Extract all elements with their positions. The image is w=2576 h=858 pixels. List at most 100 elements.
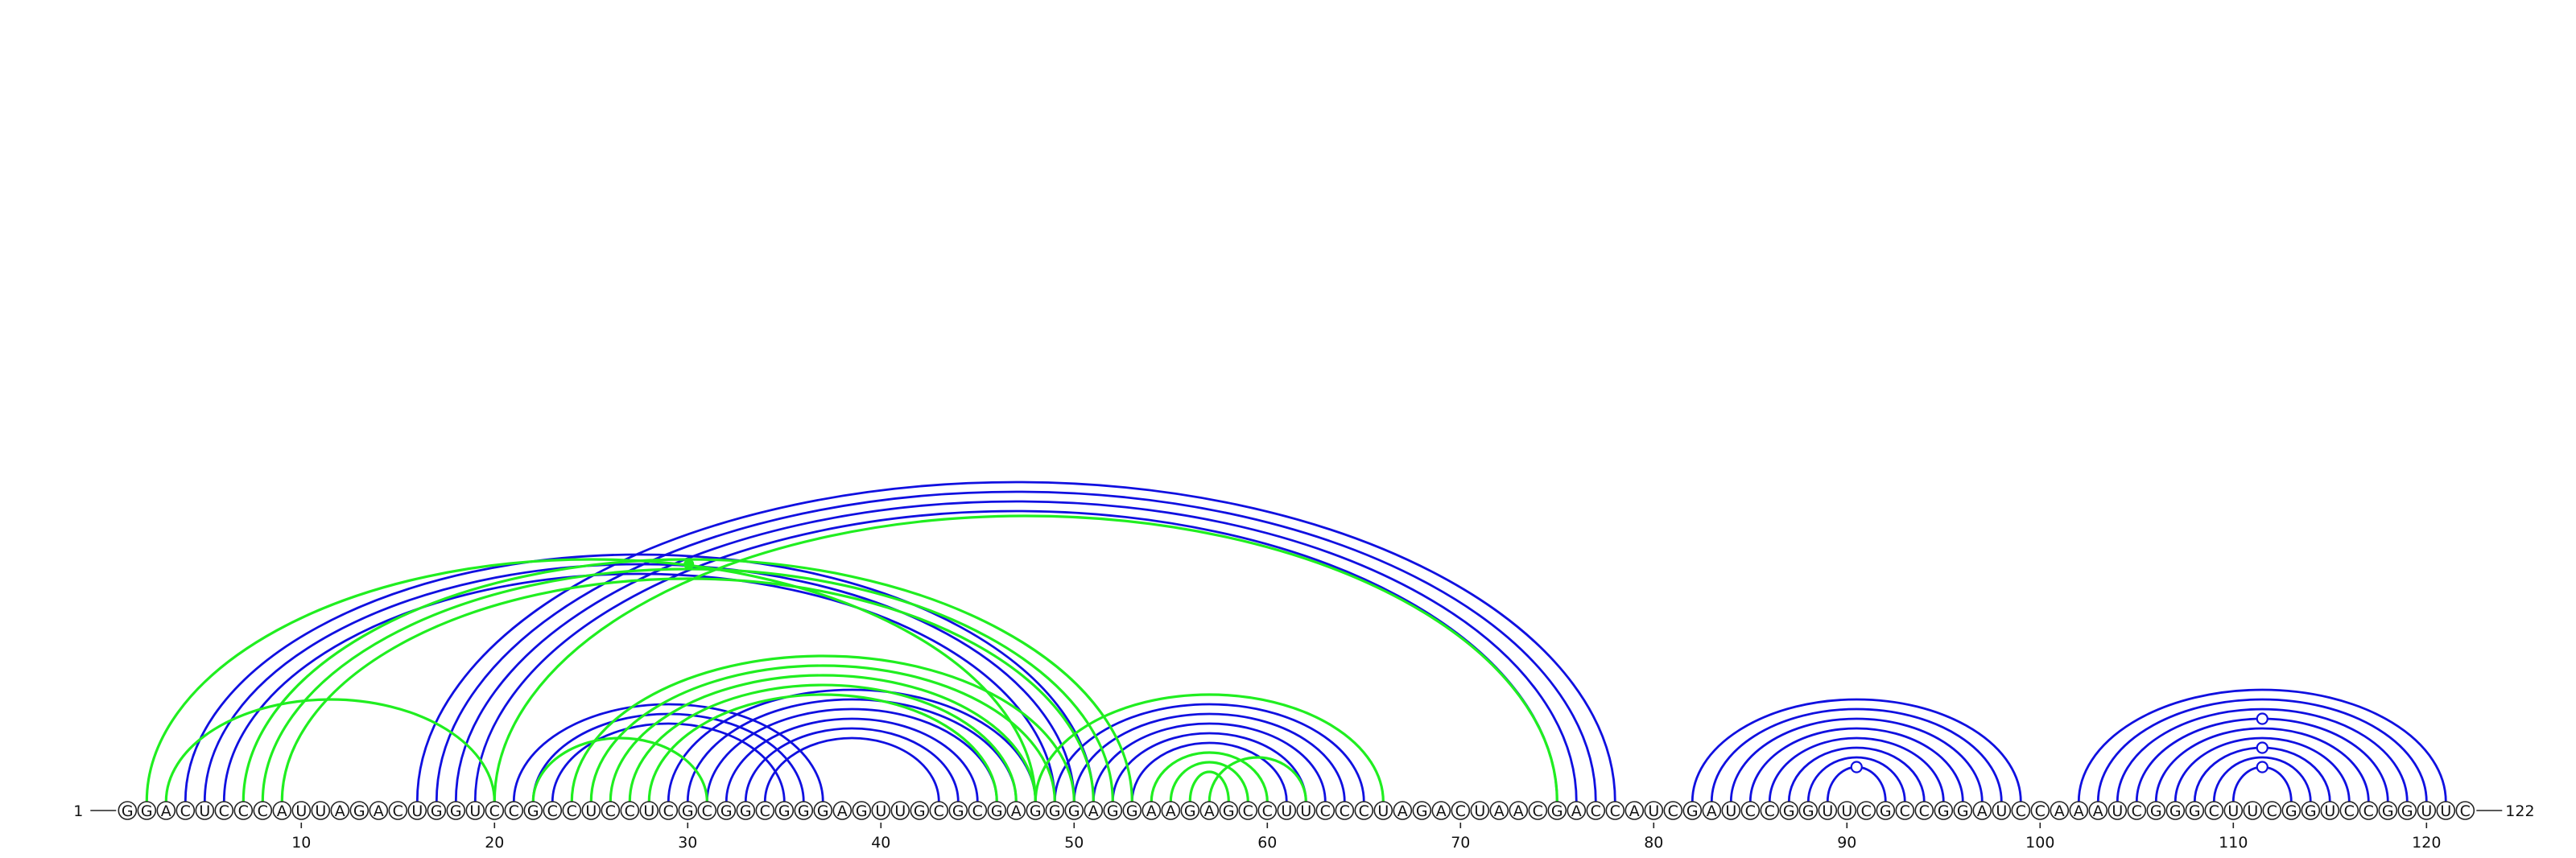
alt-pair-arc-3-20 (164, 698, 496, 802)
nucleotide-letter: U (1648, 802, 1659, 820)
nucleotide-60: C (1257, 801, 1278, 820)
base-pair-arc-86-95 (1768, 736, 1945, 802)
nucleotide-circle (1315, 801, 1335, 820)
nucleotide-letter: A (1088, 802, 1099, 820)
nucleotide-circle (1026, 801, 1046, 820)
tick-label-120: 120 (2412, 834, 2441, 852)
nucleotide-circle (1798, 801, 1818, 820)
alt-pair-arc-27-47 (628, 683, 1018, 802)
nucleotide-circle (2146, 801, 2166, 820)
nucleotide-letter: C (567, 802, 577, 820)
nucleotide-circle (1045, 801, 1065, 820)
nucleotide-letter: G (2189, 802, 2201, 820)
open-marker (2256, 741, 2268, 754)
nucleotide-67: A (1393, 801, 1413, 820)
nucleotide-letter: U (2440, 802, 2451, 820)
nucleotide-112: C (2262, 801, 2282, 820)
nucleotide-12: A (330, 801, 350, 820)
nucleotide-119: G (2397, 801, 2417, 820)
nucleotide-letter: C (1668, 802, 1678, 820)
nucleotide-letter: A (1571, 802, 1582, 820)
sequence-start-label: 1 (73, 802, 83, 820)
nucleotide-68: G (1412, 801, 1432, 820)
nucleotide-118: G (2378, 801, 2398, 820)
nucleotide-circle (1354, 801, 1374, 820)
nucleotide-21: C (504, 801, 524, 820)
base-pair-arc-32-45 (724, 717, 979, 802)
nucleotide-circle (716, 801, 737, 820)
nucleotide-circle (813, 801, 833, 820)
nucleotide-letter: C (1591, 802, 1601, 820)
nucleotide-letter: G (856, 802, 868, 820)
nucleotide-circle (2185, 801, 2205, 820)
nucleotide-8: C (253, 801, 273, 820)
nucleotide-1: G (118, 801, 138, 820)
nucleotide-letter: G (1049, 802, 1061, 820)
nucleotide-letter: G (2169, 802, 2182, 820)
base-pair-arc-34-43 (763, 736, 940, 802)
nucleotide-17: G (427, 801, 447, 820)
nucleotide-letter: G (1802, 802, 1814, 820)
base-pair-arc-84-97 (1729, 717, 1984, 802)
nucleotide-letter: U (643, 802, 654, 820)
nucleotide-97: A (1972, 801, 1992, 820)
nucleotide-52: G (1103, 801, 1123, 820)
nucleotide-41: U (890, 801, 910, 820)
nucleotide-18: G (446, 801, 466, 820)
nucleotide-88: G (1798, 801, 1818, 820)
nucleotide-letter: U (469, 802, 481, 820)
base-pair-arc-85-96 (1748, 727, 1964, 802)
nucleotide-letter: C (547, 802, 558, 820)
nucleotide-circle (2030, 801, 2050, 820)
nucleotide-circle (1122, 801, 1142, 820)
tick-label-70: 70 (1451, 834, 1470, 852)
nucleotide-circle (2397, 801, 2417, 820)
nucleotide-16: U (407, 801, 427, 820)
nucleotide-letter: U (1841, 802, 1852, 820)
nucleotide-61: U (1277, 801, 1297, 820)
nucleotide-circle (1064, 801, 1084, 820)
nucleotide-letter: C (1243, 802, 1253, 820)
nucleotide-letter: U (2112, 802, 2123, 820)
nucleotide-circle (2204, 801, 2224, 820)
nucleotide-34: C (755, 801, 775, 820)
nucleotide-29: C (658, 801, 679, 820)
nucleotide-letter: C (2016, 802, 2026, 820)
base-pair-arc-23-35 (551, 722, 786, 802)
nucleotide-letter: A (2074, 802, 2084, 820)
nucleotide-letter: C (1262, 802, 1273, 820)
nucleotide-circle (137, 801, 157, 820)
base-pair-arc-5-50 (203, 563, 1075, 802)
tick-label-20: 20 (485, 834, 504, 852)
nucleotide-85: C (1740, 801, 1761, 820)
nucleotide-74: C (1528, 801, 1548, 820)
nucleotide-circle (214, 801, 234, 820)
nucleotide-letter: C (1861, 802, 1872, 820)
nucleotide-circle (195, 801, 215, 820)
nucleotide-letter: G (914, 802, 926, 820)
nucleotide-circle (832, 801, 852, 820)
nucleotide-letter: G (1783, 802, 1795, 820)
nucleotide-circle (910, 801, 930, 820)
nucleotide-letter: G (2401, 802, 2413, 820)
nucleotide-11: U (311, 801, 331, 820)
nucleotide-circle (272, 801, 292, 820)
nucleotide-letter: G (682, 802, 694, 820)
nucleotide-26: C (601, 801, 621, 820)
nucleotide-circle (1199, 801, 1220, 820)
nucleotide-letter: U (411, 802, 423, 820)
nucleotide-letter: U (1822, 802, 1833, 820)
nucleotide-31: C (697, 801, 717, 820)
tick-label-30: 30 (678, 834, 697, 852)
nucleotide-24: C (562, 801, 582, 820)
nucleotide-66: U (1373, 801, 1393, 820)
nucleotide-circle (948, 801, 968, 820)
tick-label-80: 80 (1644, 834, 1663, 852)
nucleotide-104: U (2107, 801, 2128, 820)
nucleotide-letter: A (1977, 802, 1988, 820)
nucleotide-105: C (2127, 801, 2147, 820)
nucleotide-circle (736, 801, 756, 820)
nucleotide-109: C (2204, 801, 2224, 820)
nucleotide-90: U (1837, 801, 1857, 820)
nucleotide-circle (1528, 801, 1548, 820)
